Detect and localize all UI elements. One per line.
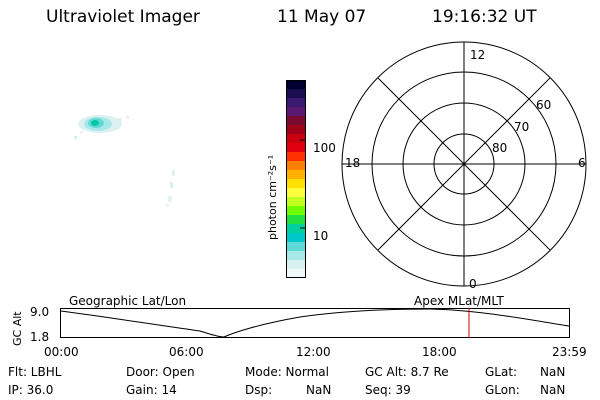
timeline-x-tick-2359: 23:59 bbox=[552, 345, 587, 359]
timeline-title-right: Apex MLat/MLT bbox=[414, 294, 504, 308]
mlt-label-18: 18 bbox=[345, 156, 361, 170]
colorbar-swatch bbox=[286, 260, 306, 270]
status-glat-value: NaN bbox=[540, 365, 566, 379]
colorbar-swatch bbox=[286, 80, 306, 90]
colorbar-swatch bbox=[286, 197, 306, 207]
mlt-label-6: 6 bbox=[578, 156, 586, 170]
colorbar-swatch bbox=[286, 89, 306, 99]
status-glon-label: GLon: bbox=[485, 383, 520, 397]
colorbar-swatch bbox=[286, 215, 306, 225]
lat-label-60: 60 bbox=[536, 98, 552, 112]
lat-label-80: 80 bbox=[492, 141, 508, 155]
timeline-x-tick-1800: 18:00 bbox=[422, 345, 457, 359]
mlt-label-12: 12 bbox=[470, 48, 486, 62]
aurora-blob bbox=[74, 115, 175, 207]
colorbar-tick-10: 10 bbox=[313, 229, 329, 243]
colorbar-tick-100: 100 bbox=[313, 141, 336, 155]
status-mode: Mode: Normal bbox=[245, 365, 329, 379]
colorbar-unit-label: photon cm⁻²s⁻¹ bbox=[266, 154, 279, 240]
status-glon-value: NaN bbox=[540, 383, 566, 397]
date-label: 11 May 07 bbox=[277, 7, 367, 27]
timeline-x-tick-0600: 06:00 bbox=[169, 345, 204, 359]
lat-label-70: 70 bbox=[514, 120, 530, 134]
colorbar-swatch bbox=[286, 152, 306, 162]
polar-grid bbox=[341, 41, 587, 287]
colorbar-swatch bbox=[286, 143, 306, 153]
colorbar-swatch bbox=[286, 107, 306, 117]
colorbar-swatch bbox=[286, 224, 306, 234]
timeline-x-tick-1200: 12:00 bbox=[296, 345, 331, 359]
colorbar-swatch bbox=[286, 233, 306, 243]
colorbar-swatch bbox=[286, 242, 306, 252]
altitude-curve bbox=[60, 308, 570, 338]
status-gc-alt: GC Alt: 8.7 Re bbox=[365, 365, 449, 379]
mlt-label-0: 0 bbox=[469, 277, 477, 291]
colorbar-swatch bbox=[286, 179, 306, 189]
colorbar-swatch bbox=[286, 170, 306, 180]
colorbar-swatch bbox=[286, 98, 306, 108]
colorbar bbox=[286, 80, 306, 279]
timeline-y-tick-min: 1.8 bbox=[30, 330, 50, 344]
colorbar-swatch bbox=[286, 206, 306, 216]
timeline-y-tick-max: 9.0 bbox=[30, 305, 50, 319]
status-glat-label: GLat: bbox=[485, 365, 518, 379]
timeline-title-left: Geographic Lat/Lon bbox=[69, 294, 187, 308]
colorbar-swatch bbox=[286, 188, 306, 198]
instrument-title: Ultraviolet Imager bbox=[46, 7, 200, 27]
colorbar-frame bbox=[286, 80, 306, 278]
status-dsp-label: Dsp: bbox=[245, 383, 273, 397]
status-door: Door: Open bbox=[126, 365, 195, 379]
status-ip: IP: 36.0 bbox=[8, 383, 54, 397]
colorbar-swatch bbox=[286, 134, 306, 144]
colorbar-swatch bbox=[286, 125, 306, 135]
status-gain: Gain: 14 bbox=[126, 383, 177, 397]
colorbar-swatch bbox=[286, 269, 306, 279]
timeline-plot bbox=[60, 308, 570, 338]
timeline-x-tick-0000: 00:00 bbox=[44, 345, 79, 359]
status-flt: Flt: LBHL bbox=[8, 365, 62, 379]
colorbar-swatch bbox=[286, 161, 306, 171]
colorbar-swatch bbox=[286, 251, 306, 261]
status-seq: Seq: 39 bbox=[365, 383, 411, 397]
time-label: 19:16:32 UT bbox=[432, 7, 537, 27]
status-dsp-value: NaN bbox=[306, 383, 332, 397]
timeline-y-axis-label: GC Alt bbox=[11, 311, 24, 346]
colorbar-swatch bbox=[286, 116, 306, 126]
